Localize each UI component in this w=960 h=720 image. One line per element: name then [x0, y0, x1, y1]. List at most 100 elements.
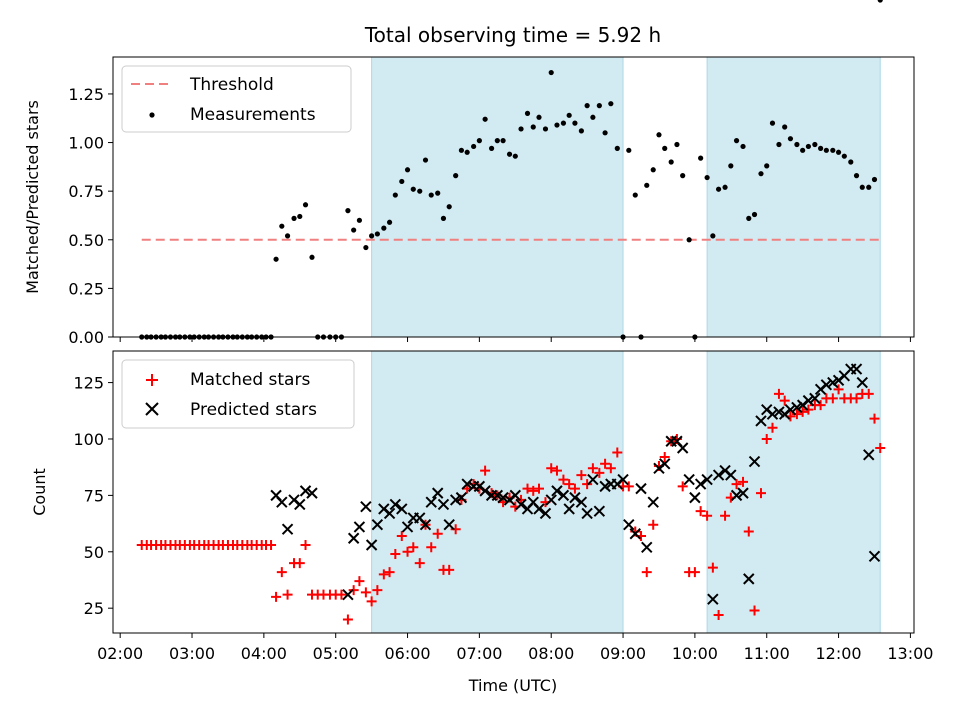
measurement-point	[823, 147, 829, 153]
measurement-point	[812, 141, 818, 148]
bottom-ytick-label: 25	[84, 599, 104, 618]
measurement-point	[518, 126, 524, 132]
matched-star-point	[600, 458, 611, 469]
x-axis-label: Time (UTC)	[468, 676, 557, 695]
matched-star-point	[402, 546, 413, 557]
predicted-star-point	[455, 491, 468, 504]
measurement-point	[680, 173, 686, 179]
xtick-label: 09:00	[600, 644, 646, 663]
measurement-point	[410, 186, 416, 192]
measurement-point	[428, 192, 434, 198]
predicted-star-point	[533, 503, 545, 515]
matched-star-point	[773, 388, 784, 399]
predicted-star-point	[581, 507, 593, 520]
xtick-label: 10:00	[672, 644, 718, 663]
measurement-point	[284, 233, 291, 239]
matched-star-point	[803, 404, 814, 415]
bottom-legend-box	[121, 359, 355, 429]
predicted-star-point	[419, 519, 432, 531]
bottom-y-axis-label: Count	[30, 468, 49, 516]
predicted-star-point	[725, 469, 737, 481]
matched-star-point	[761, 433, 772, 444]
predicted-star-point	[730, 489, 743, 502]
xtick-label: 05:00	[313, 644, 359, 663]
measurement-point	[794, 141, 800, 148]
matched-star-point	[551, 465, 562, 476]
matched-star-point	[738, 476, 749, 487]
measurement-point	[548, 69, 554, 76]
measurement-point	[596, 103, 602, 109]
matched-star-point	[282, 589, 293, 600]
measurement-point	[476, 138, 482, 144]
measurement-point	[464, 149, 470, 155]
matched-star-point	[605, 463, 616, 474]
measurement-point	[363, 244, 369, 251]
matched-star-point	[767, 422, 778, 433]
measurement-point	[446, 204, 452, 210]
predicted-star-point	[425, 496, 437, 508]
measurement-point	[805, 143, 811, 150]
predicted-star-point	[365, 539, 378, 551]
xtick-label: 03:00	[169, 644, 215, 663]
matched-star-point	[731, 479, 742, 490]
bottom-ytick-label: 100	[73, 430, 104, 449]
measurement-point	[482, 116, 488, 122]
legend-predicted-label: Predicted stars	[190, 400, 317, 420]
predicted-star-point	[545, 494, 557, 506]
predicted-star-point	[432, 487, 444, 499]
matched-star-point	[827, 393, 838, 404]
measurement-point	[830, 147, 836, 153]
matched-star-point	[582, 479, 593, 490]
measurement-point	[818, 145, 824, 151]
measurement-point	[309, 254, 315, 260]
top-ytick-label: 1.25	[68, 85, 104, 104]
measurement-point	[524, 110, 531, 116]
top-legend: Threshold Measurements	[121, 65, 352, 133]
measurement-point	[369, 233, 375, 239]
matched-star-point	[875, 443, 886, 454]
measurement-point	[800, 147, 806, 153]
top-ytick-label: 0.50	[68, 231, 104, 250]
matched-star-point	[522, 483, 533, 494]
predicted-star-point	[755, 415, 767, 427]
measurement-point	[626, 147, 632, 153]
predicted-star-point	[401, 521, 414, 533]
predicted-star-point	[676, 442, 689, 454]
matched-star-point	[648, 519, 659, 530]
matched-star-point	[360, 587, 371, 598]
matched-star-point	[372, 585, 383, 596]
measurement-point	[698, 155, 704, 161]
bottom-ytick-label: 50	[84, 543, 104, 562]
measurement-point	[404, 167, 411, 173]
measurement-point	[500, 138, 506, 144]
predicted-star-point	[647, 496, 659, 508]
matched-star-point	[707, 562, 718, 573]
matched-star-point	[713, 609, 724, 620]
matched-star-point	[612, 447, 623, 458]
measurement-point	[733, 138, 740, 144]
measurement-point	[488, 145, 495, 151]
legend-measurements-label: Measurements	[190, 105, 316, 125]
matched-star-point	[755, 488, 766, 499]
predicted-star-point	[712, 469, 725, 481]
measurement-point	[351, 227, 357, 233]
matched-star-point	[336, 589, 347, 600]
bottom-legend: Matched stars Predicted stars	[121, 359, 355, 429]
measurement-point	[291, 215, 297, 221]
matched-star-point	[426, 542, 437, 553]
predicted-star-point	[276, 496, 288, 508]
matched-star-point	[408, 542, 419, 553]
measurement-point	[345, 208, 351, 214]
predicted-star-point	[641, 541, 653, 553]
measurement-point	[542, 126, 549, 132]
predicted-star-point	[737, 487, 749, 499]
predicted-star-point	[629, 528, 641, 540]
matched-star-point	[266, 540, 277, 551]
top-ytick-label: 0.75	[68, 182, 104, 201]
measurement-point	[848, 159, 854, 165]
predicted-star-point	[659, 458, 671, 470]
measurement-point	[866, 184, 872, 190]
matched-star-point	[276, 567, 287, 578]
measurement-point	[440, 215, 447, 221]
measurement-point	[662, 145, 668, 151]
